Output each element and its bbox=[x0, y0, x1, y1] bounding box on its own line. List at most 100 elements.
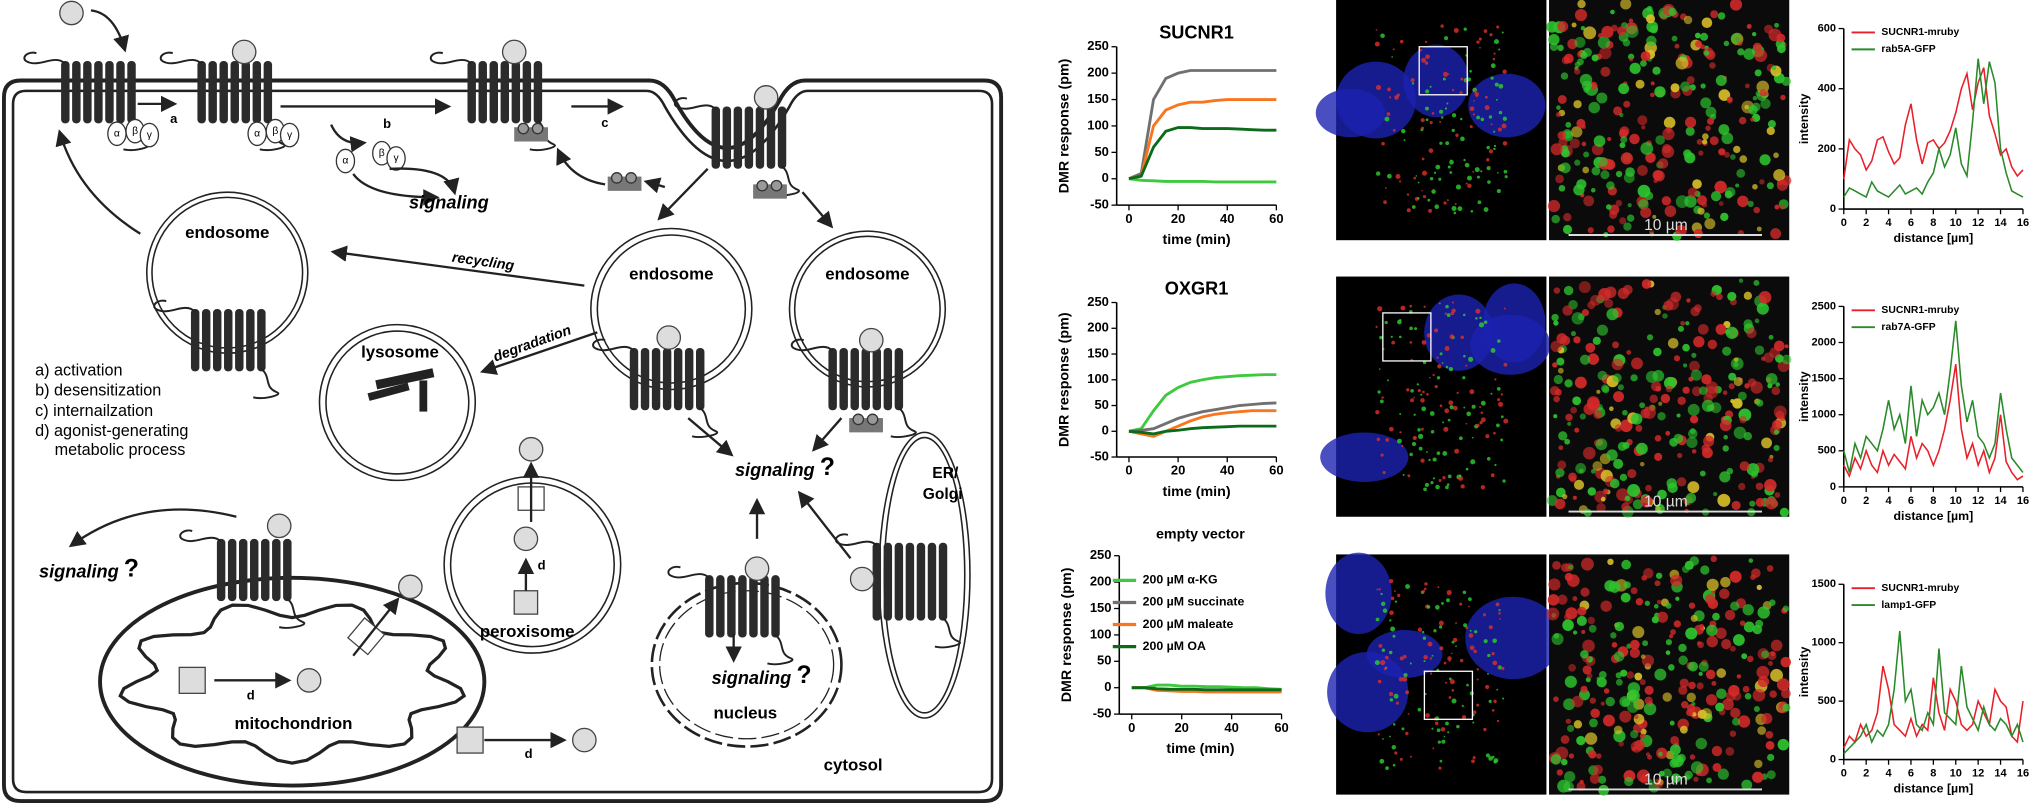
fluorescence-dot bbox=[1665, 650, 1671, 655]
arrow bbox=[68, 508, 237, 548]
fluorescence-dot bbox=[1675, 56, 1689, 70]
fluorescence-dot bbox=[1759, 179, 1765, 185]
fluorescence-dot bbox=[1426, 392, 1429, 396]
legend-label: 200 µM OA bbox=[1143, 639, 1206, 653]
fluorescence-dot bbox=[1657, 489, 1667, 500]
fluorescence-dot bbox=[1389, 579, 1394, 584]
fluorescence-dot bbox=[1438, 478, 1442, 482]
fluorescence-dot bbox=[1467, 597, 1472, 602]
data-line bbox=[1843, 665, 2024, 749]
fluorescence-dot bbox=[1413, 176, 1417, 180]
x-tick-label: 40 bbox=[1220, 463, 1234, 478]
fluorescence-dot bbox=[1691, 701, 1696, 706]
fluorescence-dot bbox=[1440, 727, 1446, 732]
fluorescence-dot bbox=[1390, 596, 1395, 601]
receptor-helix bbox=[224, 309, 233, 372]
fluorescence-dot bbox=[1701, 17, 1713, 29]
fluorescence-dot bbox=[1451, 308, 1456, 313]
legend-label: 200 µM α-KG bbox=[1143, 573, 1218, 587]
fluorescence-dot bbox=[1718, 148, 1726, 156]
chart: 0 200 400 600 0 2 4 6 8 10 12 14 16 intensity distance… bbox=[1797, 22, 2029, 245]
fluorescence-dot bbox=[1776, 678, 1790, 691]
fluorescence-dot bbox=[1580, 51, 1588, 60]
fluorescence-dot bbox=[1485, 95, 1488, 99]
nucleus-stain bbox=[1320, 432, 1409, 482]
fluorescence-dot bbox=[1602, 386, 1610, 394]
data-line bbox=[1128, 424, 1277, 436]
fluorescence-dot bbox=[1432, 477, 1436, 480]
fluorescence-dot bbox=[1390, 335, 1393, 338]
fluorescence-dot bbox=[1472, 756, 1476, 760]
fluorescence-dot bbox=[1603, 714, 1615, 727]
x-axis-label: distance [µm] bbox=[1894, 509, 1974, 523]
fluorescence-dot bbox=[1476, 678, 1479, 681]
fluorescence-dot bbox=[1451, 698, 1457, 704]
fluorescence-dot bbox=[1685, 116, 1697, 128]
receptor-helix bbox=[467, 61, 476, 124]
fluorescence-dot bbox=[1436, 451, 1441, 456]
fluorescence-dot bbox=[1380, 592, 1383, 596]
fluorescence-dot bbox=[1623, 100, 1631, 108]
fluorescence-dot bbox=[1619, 112, 1624, 118]
fluorescence-dot bbox=[1648, 229, 1654, 235]
arrow bbox=[797, 490, 852, 560]
fluorescence-dot bbox=[1660, 393, 1671, 404]
receptor-helix bbox=[283, 538, 292, 602]
fluorescence-dot bbox=[1629, 62, 1641, 75]
fluorescence-dot bbox=[1681, 565, 1690, 573]
fluorescence-dot bbox=[1605, 696, 1615, 707]
fluorescence-dot bbox=[1570, 406, 1578, 414]
receptor-helix bbox=[246, 309, 255, 372]
lysosome bbox=[325, 330, 470, 475]
fluorescence-dot bbox=[1406, 208, 1411, 213]
fluorescence-dot bbox=[1590, 708, 1600, 719]
fluorescence-dot bbox=[1615, 199, 1623, 207]
fluorescence-dot bbox=[1756, 302, 1769, 315]
fluorescence-dot bbox=[1488, 165, 1491, 169]
fluorescence-dot bbox=[1725, 326, 1739, 339]
fluorescence-dot bbox=[1502, 697, 1505, 700]
fluorescence-dot bbox=[1589, 773, 1601, 784]
fluorescence-dot bbox=[1697, 323, 1709, 335]
fluorescence-dot bbox=[1759, 154, 1771, 166]
x-tick-label: 2 bbox=[1863, 495, 1869, 507]
fluorescence-dot bbox=[1486, 456, 1491, 461]
fluorescence-dot bbox=[1557, 594, 1568, 605]
fluorescence-dot bbox=[1661, 196, 1672, 206]
receptor-helix bbox=[733, 106, 743, 169]
fluorescence-dot bbox=[1583, 446, 1596, 460]
fluorescence-dot bbox=[1666, 297, 1679, 311]
fluorescence-dot bbox=[1690, 614, 1698, 622]
fluorescence-dot bbox=[1443, 71, 1449, 77]
fluorescence-dot bbox=[1686, 708, 1694, 717]
arrow bbox=[811, 417, 843, 452]
fluorescence-dot bbox=[1503, 362, 1508, 367]
fluorescence-dot bbox=[1571, 22, 1577, 28]
fluorescence-dot bbox=[1439, 404, 1443, 408]
fluorescence-dot bbox=[1757, 675, 1770, 688]
receptor-helix bbox=[755, 106, 765, 169]
fluorescence-dot bbox=[1490, 473, 1495, 478]
receptor-helix bbox=[744, 106, 754, 169]
fluorescence-dot bbox=[1497, 171, 1499, 174]
fluorescence-dot bbox=[1706, 777, 1712, 784]
fluorescence-dot bbox=[1465, 182, 1468, 185]
fluorescence-dot bbox=[1556, 105, 1561, 110]
fluorescence-dot bbox=[1417, 197, 1420, 200]
x-tick-label: 6 bbox=[1908, 768, 1914, 780]
fluorescence-dot bbox=[1637, 184, 1651, 198]
fluorescence-dot bbox=[1727, 291, 1737, 301]
fluorescence-dot bbox=[1431, 189, 1436, 194]
fluorescence-dot bbox=[1700, 97, 1712, 109]
fluorescence-dot bbox=[1611, 358, 1624, 371]
fluorescence-dot bbox=[1741, 653, 1748, 660]
y-tick-label: 200 bbox=[1087, 65, 1109, 80]
fluorescence-dot bbox=[1553, 320, 1559, 326]
fluorescence-dot bbox=[1733, 145, 1741, 154]
fluorescence-dot bbox=[1615, 170, 1623, 178]
fluorescence-dot bbox=[1428, 208, 1433, 213]
legend-item: metabolic process bbox=[55, 441, 186, 459]
fluorescence-dot bbox=[1433, 629, 1437, 633]
fluorescence-dot bbox=[1670, 773, 1681, 784]
fluorescence-dot bbox=[1434, 328, 1439, 333]
